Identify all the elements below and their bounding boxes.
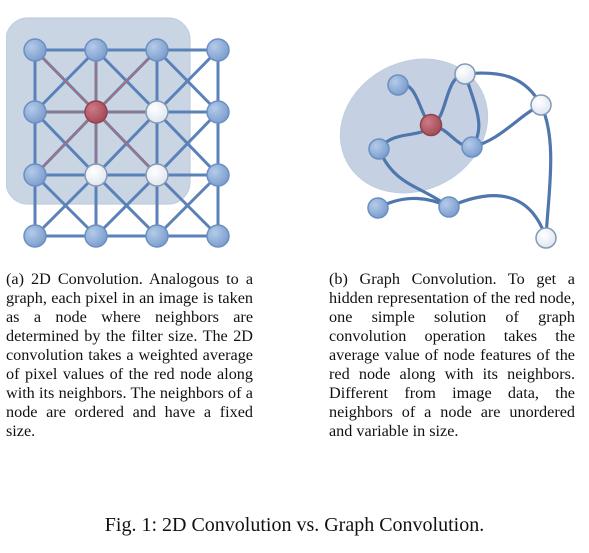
grid-edge — [95, 111, 158, 176]
grid-convolution-diagram — [6, 17, 230, 248]
grid-edge — [34, 49, 97, 113]
graph-nodes — [367, 63, 557, 249]
grid-node — [145, 163, 169, 187]
graph-red-node — [419, 113, 443, 137]
grid-edge — [94, 173, 159, 238]
grid-node — [206, 100, 230, 124]
grid-node — [206, 38, 230, 62]
panel-a-caption: (a) 2D Convolution. Analogous to a graph… — [6, 270, 253, 440]
grid-node — [84, 163, 108, 187]
grid-node — [23, 224, 47, 248]
graph-node — [438, 196, 460, 218]
grid-edge — [155, 48, 220, 114]
panel-b-caption: (b) Graph Convolution. To get a hidden r… — [329, 270, 575, 440]
grid-node — [145, 100, 169, 124]
grid-red-node — [84, 100, 108, 124]
grid-node — [84, 224, 108, 248]
grid-edge — [34, 111, 97, 176]
grid-edge — [95, 49, 158, 113]
grid-node — [206, 224, 230, 248]
grid-edge — [155, 173, 220, 238]
graph-node — [454, 63, 476, 85]
grid-node — [84, 38, 108, 62]
grid-node — [145, 38, 169, 62]
grid-node — [23, 163, 47, 187]
grid-nodes — [23, 38, 230, 248]
grid-edge — [33, 173, 98, 238]
graph-node — [461, 136, 483, 158]
graph-node — [367, 197, 389, 219]
figure-caption: Fig. 1: 2D Convolution vs. Graph Convolu… — [104, 514, 485, 536]
graph-convolution-diagram — [339, 58, 557, 249]
graph-node — [387, 74, 409, 96]
graph-node — [535, 227, 557, 249]
grid-edge — [155, 110, 220, 177]
graph-node — [530, 94, 552, 116]
graph-edge — [447, 194, 548, 240]
grid-node — [23, 38, 47, 62]
graph-node — [368, 138, 390, 160]
grid-node — [206, 163, 230, 187]
graph-edge — [539, 103, 553, 240]
grid-node — [23, 100, 47, 124]
grid-node — [145, 224, 169, 248]
